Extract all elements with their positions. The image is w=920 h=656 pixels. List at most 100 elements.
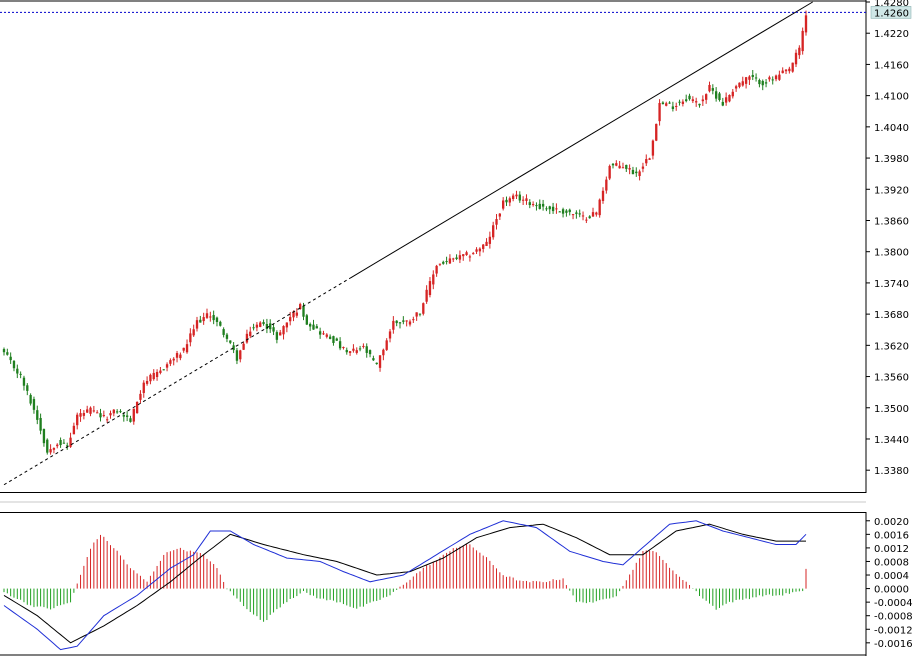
trendline-solid[interactable]	[349, 1, 813, 279]
bear-candle	[265, 324, 269, 329]
bull-candle	[412, 319, 415, 321]
bear-candle	[625, 164, 628, 169]
bull-candle	[92, 410, 96, 412]
bull-candle	[748, 76, 751, 80]
bull-candle	[135, 401, 139, 414]
price-tick-label: 1.4160	[874, 60, 909, 71]
bear-candle	[661, 102, 665, 105]
macd-tick-label: 0.0004	[874, 571, 909, 582]
macd-tick-label: 0.0000	[874, 585, 909, 596]
bull-candle	[781, 70, 784, 74]
bull-candle	[245, 333, 249, 343]
bull-candle	[165, 364, 169, 368]
bull-candle	[798, 47, 801, 56]
bear-candle	[372, 358, 375, 361]
bear-candle	[59, 440, 62, 446]
bear-candle	[62, 442, 66, 444]
bull-candle	[415, 312, 418, 317]
bull-candle	[405, 320, 408, 322]
bull-candle	[49, 449, 52, 453]
bull-candle	[169, 360, 172, 364]
price-tick-label: 1.3920	[874, 185, 909, 196]
bear-candle	[252, 327, 255, 329]
price-tick-label: 1.4040	[874, 123, 909, 134]
bull-candle	[485, 241, 488, 246]
bull-candle	[142, 382, 145, 393]
bull-candle	[791, 62, 794, 72]
bull-candle	[731, 91, 734, 97]
bull-candle	[585, 219, 588, 221]
bull-candle	[289, 317, 292, 322]
bull-candle	[448, 258, 452, 264]
bull-candle	[422, 303, 425, 314]
bear-candle	[718, 93, 721, 101]
bull-candle	[525, 198, 528, 201]
bull-candle	[452, 258, 455, 260]
bear-candle	[561, 209, 565, 214]
bull-candle	[352, 348, 355, 351]
trendline-dashed[interactable]	[3, 277, 351, 486]
bear-candle	[558, 211, 561, 213]
bull-candle	[348, 351, 352, 353]
price-panel[interactable]: 1.4280 1.4220 1.4160 1.4100 1.4040 1.3980 1.39…	[0, 0, 912, 493]
bear-candle	[212, 315, 215, 321]
bear-candle	[315, 326, 318, 329]
bull-candle	[56, 444, 59, 447]
bear-candle	[505, 199, 508, 203]
bull-candle	[804, 15, 808, 33]
bull-candle	[681, 101, 685, 104]
bear-candle	[365, 346, 368, 353]
bull-candle	[172, 358, 175, 361]
macd-panel[interactable]: 0.0020 0.0016 0.0012 0.0008 0.0004 0.0000 -0.0…	[0, 512, 913, 656]
bull-candle	[72, 425, 76, 435]
bull-candle	[511, 195, 515, 200]
bear-candle	[232, 345, 235, 351]
bull-candle	[741, 81, 744, 86]
bull-candle	[744, 77, 748, 84]
bull-candle	[695, 101, 698, 103]
bull-candle	[724, 97, 728, 103]
bull-candle	[701, 99, 705, 102]
macd-lines	[3, 520, 807, 651]
bear-candle	[269, 323, 272, 330]
price-tick-label: 1.3380	[874, 466, 909, 477]
bull-candle	[458, 255, 462, 260]
bull-candle	[152, 372, 155, 380]
bull-candle	[482, 244, 485, 249]
macd-main-line	[3, 520, 807, 651]
bear-candle	[275, 332, 279, 340]
bear-candle	[99, 413, 102, 418]
bear-candle	[262, 322, 265, 325]
bear-candle	[46, 439, 49, 453]
bull-candle	[645, 159, 648, 164]
bear-candle	[199, 319, 202, 323]
bear-candle	[215, 317, 219, 323]
bear-candle	[671, 106, 675, 110]
bull-candle	[192, 329, 195, 336]
bull-candle	[86, 409, 89, 413]
bull-candle	[728, 94, 731, 102]
bull-candle	[432, 274, 435, 285]
price-tick-label: 1.4100	[874, 92, 909, 103]
bear-candle	[575, 212, 578, 214]
bull-candle	[615, 163, 618, 166]
bull-candle	[239, 350, 242, 360]
bull-candle	[498, 213, 502, 217]
bear-candle	[219, 321, 222, 326]
bear-candle	[332, 336, 335, 343]
price-tick-label: 1.3560	[874, 373, 909, 384]
bear-candle	[229, 340, 232, 343]
macd-tick-label: 0.0008	[874, 557, 909, 568]
bull-candle	[242, 343, 245, 350]
macd-tick-label: -0.0016	[874, 639, 913, 650]
bear-candle	[455, 257, 458, 259]
bull-candle	[648, 158, 651, 160]
bull-candle	[102, 415, 105, 417]
bull-candle	[492, 225, 495, 238]
macd-tick-label: 0.0012	[874, 544, 909, 555]
bull-candle	[605, 179, 608, 191]
bull-candle	[155, 371, 159, 378]
price-tick-label: 1.3680	[874, 310, 909, 321]
